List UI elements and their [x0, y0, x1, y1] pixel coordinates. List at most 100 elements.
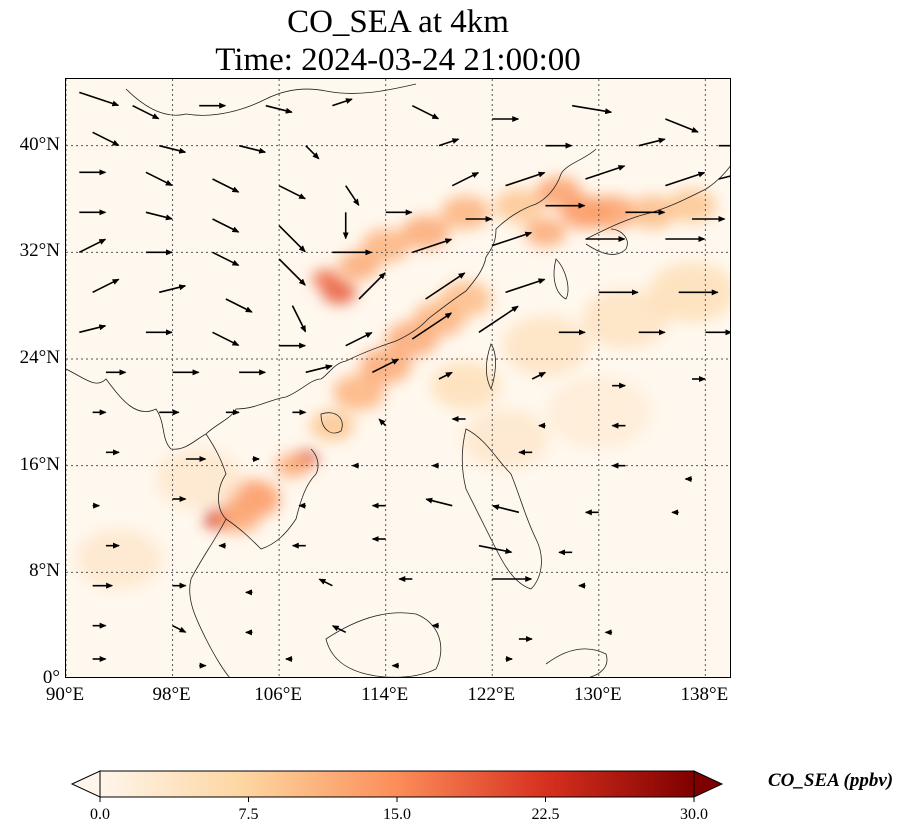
colorbar-label: CO_SEA (ppbv) — [768, 770, 894, 791]
wind-arrow — [238, 144, 267, 154]
wind-arrow — [572, 104, 613, 115]
wind-arrow — [305, 364, 333, 374]
wind-arrow — [145, 211, 173, 221]
wind-arrow — [79, 91, 120, 107]
lat-tick-label: 32°N — [19, 240, 60, 262]
wind-arrow — [358, 272, 386, 300]
wind-arrow — [159, 284, 187, 294]
lon-tick-label: 138°E — [680, 684, 729, 705]
wind-arrow — [425, 272, 466, 300]
map-plot-area — [65, 78, 731, 678]
co-plume-cell — [582, 289, 669, 349]
colorbar-tick-label: 0.0 — [90, 806, 110, 823]
colorbar-tick-label: 22.5 — [531, 806, 560, 823]
wind-arrow — [665, 171, 706, 187]
wind-arrow — [411, 312, 453, 340]
wind-arrow — [159, 144, 187, 154]
colorbar-tick-label: 15.0 — [383, 806, 411, 823]
wind-arrow — [425, 497, 453, 507]
colorbar-under-extend — [70, 770, 101, 798]
co-plume-cell — [218, 504, 260, 534]
wind-arrow — [665, 118, 699, 133]
wind-arrow — [132, 104, 160, 120]
lon-tick-label: 106°E — [254, 684, 302, 705]
wind-arrow — [78, 238, 107, 254]
wind-arrow — [491, 231, 533, 247]
wind-arrow — [278, 225, 306, 253]
lon-tick-label: 90°E — [45, 684, 85, 705]
wind-arrow — [92, 131, 120, 147]
colorbar-gradient — [99, 770, 695, 798]
colorbar-tick-label: 30.0 — [680, 806, 708, 823]
co-plume-cell — [75, 529, 163, 589]
coastlines — [66, 83, 730, 677]
wind-arrow — [412, 238, 453, 254]
lon-tick-label: 114°E — [361, 684, 409, 705]
wind-arrow — [79, 324, 107, 334]
wind-arrow — [491, 504, 520, 514]
co-plume-cell — [155, 449, 243, 509]
wind-vectors — [78, 91, 730, 669]
wind-arrow — [92, 278, 120, 294]
wind-arrow — [531, 371, 547, 380]
wind-arrow — [378, 418, 387, 427]
lat-tick-label: 8°N — [29, 560, 60, 582]
co-plume-cell — [311, 269, 340, 289]
co-plume-cell — [462, 409, 549, 469]
wind-arrow — [478, 544, 513, 554]
graticule — [66, 79, 730, 677]
wind-arrow — [438, 138, 460, 147]
wind-arrow — [505, 171, 546, 187]
wind-arrow — [411, 104, 440, 120]
wind-arrow — [585, 165, 626, 180]
wind-arrow — [478, 305, 519, 333]
wind-arrow — [278, 258, 306, 286]
wind-arrow — [438, 371, 453, 380]
co-plume-cell — [401, 215, 450, 250]
co-plume-cell — [546, 376, 651, 449]
co-plume-cell — [439, 281, 492, 317]
wind-arrow — [345, 331, 373, 347]
co-concentration-field — [75, 176, 730, 589]
wind-arrow — [305, 145, 320, 160]
co-plume-cell — [441, 195, 490, 230]
wind-arrow — [265, 104, 293, 114]
wind-arrow — [278, 184, 307, 200]
co-plume-cell — [494, 188, 544, 223]
colorbar-over-extend — [693, 770, 724, 798]
colorbar-tick-label: 7.5 — [238, 806, 259, 823]
chart-subtitle-time: Time: 2024-03-24 21:00:00 — [215, 42, 581, 78]
co-plume-cell — [338, 251, 380, 281]
wind-arrow — [172, 624, 187, 633]
wind-arrow — [212, 251, 240, 267]
co-plume-cell — [502, 315, 589, 376]
wind-arrow — [318, 578, 333, 587]
wind-arrow — [345, 185, 360, 206]
wind-arrow — [145, 171, 173, 187]
lon-tick-label: 130°E — [573, 684, 622, 705]
co-plume-cell — [309, 410, 355, 442]
co-plume-cell — [587, 195, 637, 230]
co-plume-cell — [524, 217, 567, 247]
wind-arrow — [718, 175, 730, 180]
lat-tick-label: 0° — [42, 667, 60, 688]
wind-arrow — [225, 298, 253, 313]
wind-arrow — [332, 98, 353, 107]
wind-arrow — [505, 278, 546, 294]
wind-arrow — [212, 178, 240, 193]
wind-arrow — [372, 358, 400, 374]
wind-arrow — [291, 305, 307, 333]
map-svg — [66, 79, 730, 677]
lat-tick-label: 40°N — [19, 133, 60, 155]
lat-tick-label: 24°N — [19, 347, 60, 368]
wind-arrow — [451, 171, 480, 187]
lon-tick-label: 122°E — [467, 684, 516, 705]
wind-arrow — [638, 137, 666, 147]
wind-arrow — [331, 625, 347, 634]
co-plume-cell — [667, 188, 717, 223]
chart-title: CO_SEA at 4km — [287, 4, 509, 40]
wind-arrow — [212, 218, 240, 233]
co-plume-cell — [333, 374, 386, 411]
lon-tick-label: 98°E — [152, 684, 191, 705]
wind-arrow — [212, 331, 240, 347]
